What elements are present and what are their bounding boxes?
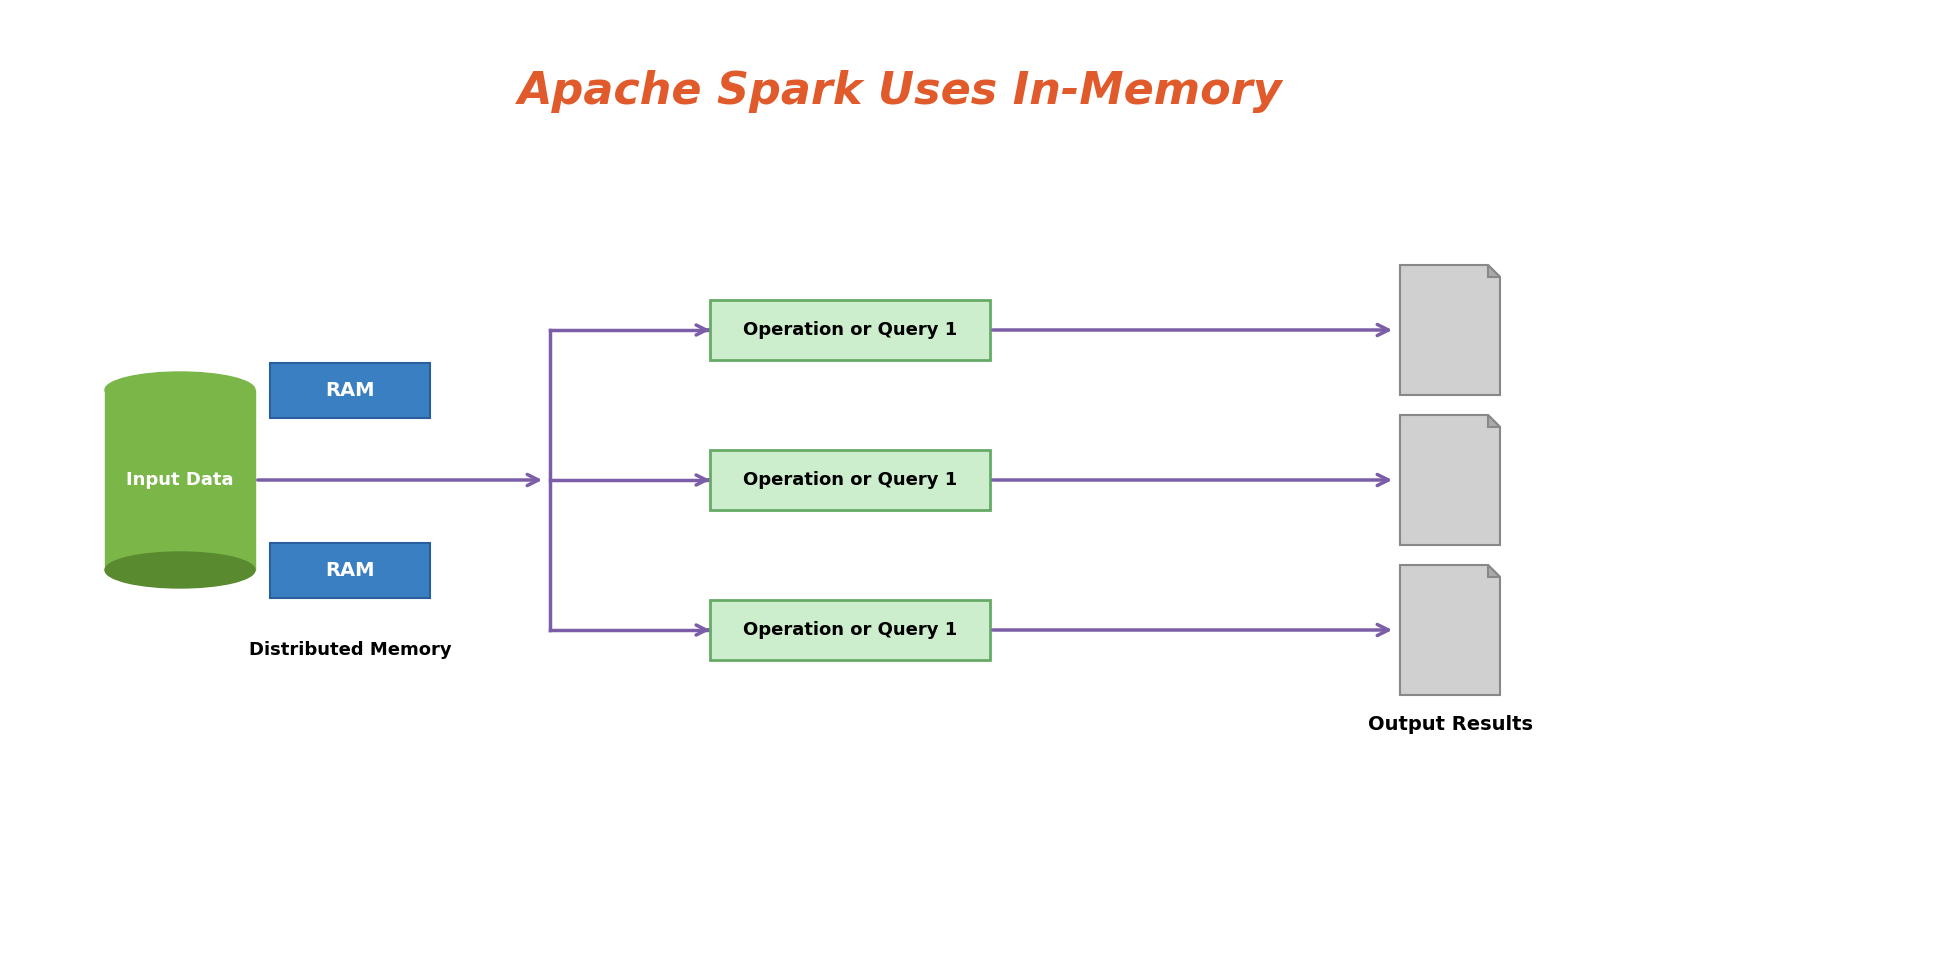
Text: Operation or Query 1: Operation or Query 1 xyxy=(742,321,956,339)
FancyBboxPatch shape xyxy=(709,600,990,660)
Polygon shape xyxy=(1488,565,1500,577)
FancyBboxPatch shape xyxy=(709,450,990,510)
FancyBboxPatch shape xyxy=(271,542,431,597)
Polygon shape xyxy=(1401,415,1500,545)
Ellipse shape xyxy=(105,552,255,588)
Bar xyxy=(105,390,255,570)
Text: Output Results: Output Results xyxy=(1367,715,1533,734)
Ellipse shape xyxy=(105,372,255,408)
Text: RAM: RAM xyxy=(325,380,374,399)
Text: Distributed Memory: Distributed Memory xyxy=(249,641,452,659)
Text: Input Data: Input Data xyxy=(127,471,234,489)
Text: RAM: RAM xyxy=(325,561,374,580)
Polygon shape xyxy=(1401,265,1500,395)
FancyBboxPatch shape xyxy=(709,300,990,360)
Polygon shape xyxy=(1401,565,1500,695)
FancyBboxPatch shape xyxy=(271,363,431,418)
Polygon shape xyxy=(1488,265,1500,277)
Text: Operation or Query 1: Operation or Query 1 xyxy=(742,621,956,639)
Polygon shape xyxy=(1488,415,1500,427)
Text: Operation or Query 1: Operation or Query 1 xyxy=(742,471,956,489)
Text: Apache Spark Uses In-Memory: Apache Spark Uses In-Memory xyxy=(518,70,1282,113)
